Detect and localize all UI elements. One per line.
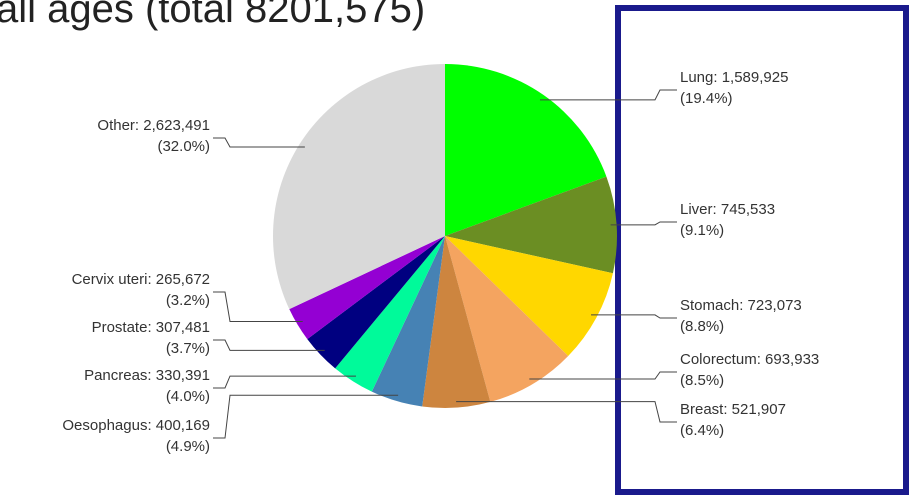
slice-percent: (4.9%) <box>166 438 210 455</box>
pie-slice <box>445 176 617 274</box>
slice-percent: (6.4%) <box>680 422 724 439</box>
highlight-box <box>615 5 909 495</box>
pie-slice <box>307 236 445 369</box>
slice-label: Other: 2,623,491 <box>97 117 210 134</box>
slice-percent: (3.7%) <box>166 340 210 357</box>
slice-percent: (32.0%) <box>157 138 210 155</box>
leader-line <box>610 221 677 226</box>
pie-slice <box>371 236 445 407</box>
pie-slice <box>445 236 613 357</box>
slice-label: Cervix uteri: 265,672 <box>72 271 210 288</box>
pie-slice <box>289 236 445 340</box>
slice-label: Lung: 1,589,925 <box>680 69 788 86</box>
slice-percent: (8.5%) <box>680 372 724 389</box>
leader-line <box>591 314 677 319</box>
slice-label: Breast: 521,907 <box>680 401 786 418</box>
leader-line <box>529 371 677 380</box>
slice-label: Oesophagus: 400,169 <box>62 417 210 434</box>
slice-percent: (3.2%) <box>166 292 210 309</box>
chart-title: all ages (total 8201,575) <box>0 0 425 31</box>
pie-slice <box>273 64 445 310</box>
leader-line <box>456 401 677 423</box>
pie-slice <box>422 236 491 409</box>
slice-percent: (4.0%) <box>166 388 210 405</box>
leader-line <box>213 137 305 148</box>
pie-slice <box>445 236 569 402</box>
leader-line <box>213 291 303 322</box>
slice-label: Pancreas: 330,391 <box>84 367 210 384</box>
slice-label: Prostate: 307,481 <box>92 319 210 336</box>
pie-slice <box>335 236 445 392</box>
slice-label: Colorectum: 693,933 <box>680 351 819 368</box>
slice-percent: (9.1%) <box>680 222 724 239</box>
slice-percent: (8.8%) <box>680 318 724 335</box>
slice-label: Stomach: 723,073 <box>680 297 802 314</box>
slice-label: Liver: 745,533 <box>680 201 775 218</box>
leader-line <box>539 89 677 101</box>
slice-percent: (19.4%) <box>680 90 733 107</box>
leader-line <box>213 375 356 389</box>
pie-slice <box>445 64 607 236</box>
leader-line <box>213 339 325 351</box>
leader-line <box>213 394 399 439</box>
